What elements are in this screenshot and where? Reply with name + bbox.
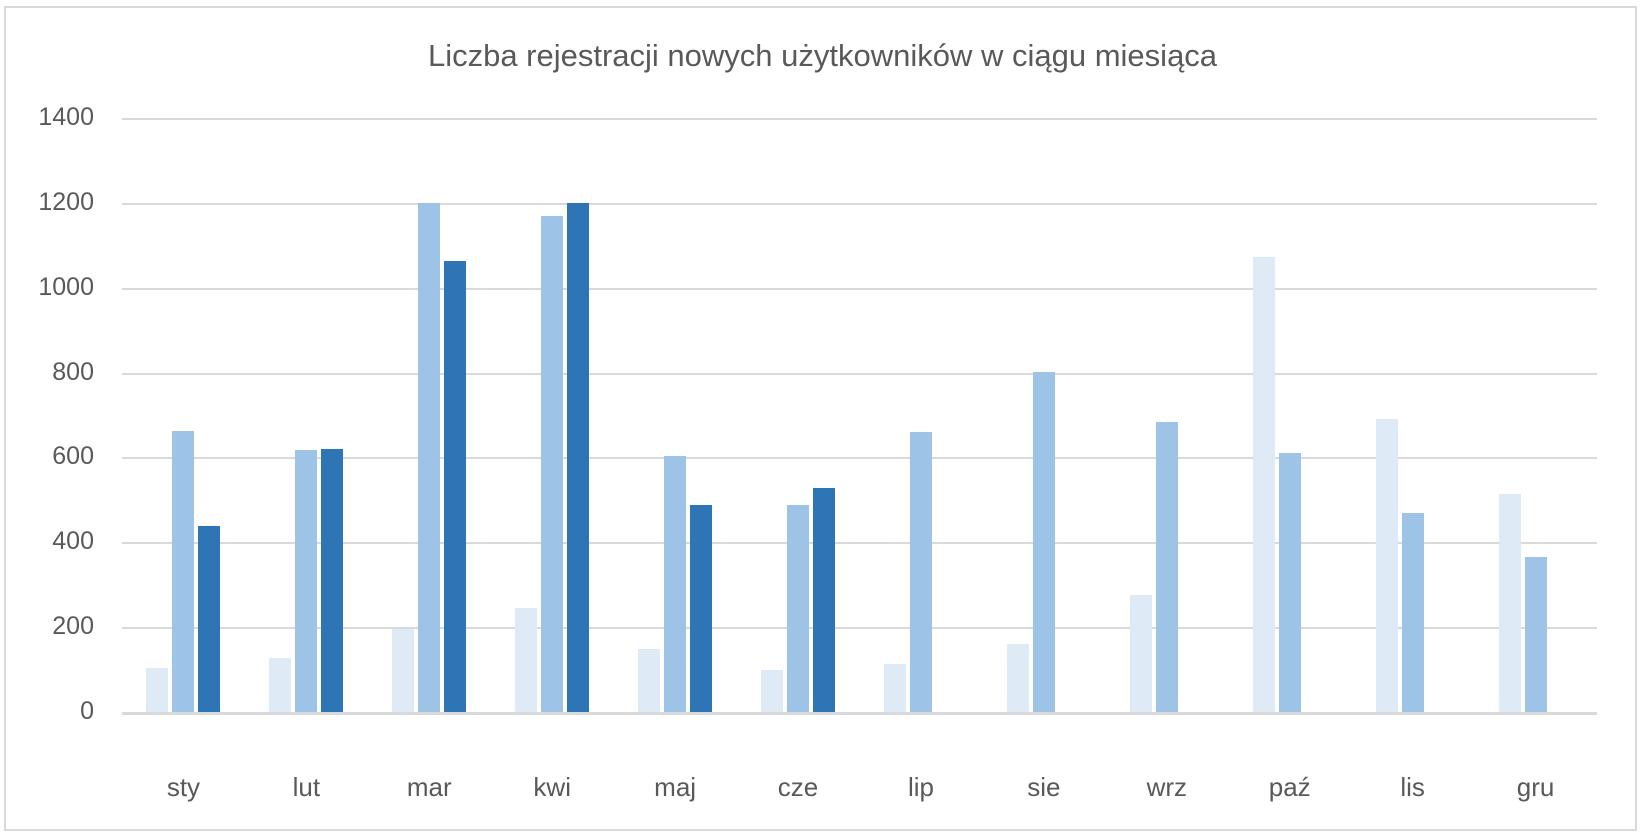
bar-wrz-series-1 xyxy=(1129,595,1152,713)
y-tick-label: 0 xyxy=(80,697,94,725)
y-tick-label: 1200 xyxy=(38,187,94,216)
bar-cze-series-3 xyxy=(813,488,836,713)
y-tick-label: 200 xyxy=(52,612,94,641)
x-tick-label: maj xyxy=(654,772,697,802)
gridline xyxy=(122,118,1597,120)
bar-gru-series-1 xyxy=(1498,494,1521,713)
chart-title: Liczba rejestracji nowych użytkowników w… xyxy=(427,38,1218,73)
x-tick-label: kwi xyxy=(533,772,571,802)
x-tick-label: gru xyxy=(1516,772,1555,802)
bar-maj-series-3 xyxy=(690,505,713,713)
bar-kwi-series-1 xyxy=(515,607,538,713)
bar-sie-series-2 xyxy=(1032,372,1055,713)
gridline xyxy=(122,457,1597,460)
bar-lis-series-2 xyxy=(1401,512,1424,713)
bar-sie-series-1 xyxy=(1006,643,1029,713)
gridline xyxy=(122,287,1597,290)
bar-lip-series-1 xyxy=(883,664,906,713)
bar-mar-series-1 xyxy=(392,629,415,713)
bar-lis-series-1 xyxy=(1375,418,1398,713)
bar-maj-series-1 xyxy=(638,648,661,713)
bar-cze-series-2 xyxy=(787,505,810,713)
bar-mar-series-3 xyxy=(444,261,467,713)
x-tick-label: wrz xyxy=(1146,772,1187,802)
y-tick-label: 1400 xyxy=(38,103,94,131)
y-tick-label: 1000 xyxy=(38,272,94,301)
x-tick-label: lut xyxy=(292,772,321,802)
bar-cze-series-1 xyxy=(761,669,784,713)
gridline xyxy=(122,202,1597,205)
gridline xyxy=(122,372,1597,375)
bar-kwi-series-3 xyxy=(567,203,590,713)
gridline xyxy=(122,627,1597,630)
bar-gru-series-2 xyxy=(1524,557,1547,713)
x-axis-line xyxy=(122,712,1597,715)
x-tick-label: cze xyxy=(777,772,819,802)
bar-paź-series-1 xyxy=(1252,256,1275,713)
bar-mar-series-2 xyxy=(418,202,441,713)
bar-wrz-series-2 xyxy=(1155,421,1178,713)
bar-sty-series-2 xyxy=(172,430,195,713)
bar-kwi-series-2 xyxy=(541,215,564,713)
bar-sty-series-1 xyxy=(146,668,169,713)
bar-paź-series-2 xyxy=(1278,453,1301,713)
bar-lut-series-1 xyxy=(269,657,292,713)
bar-lut-series-2 xyxy=(295,449,318,713)
gridline xyxy=(122,542,1597,545)
x-tick-label: paź xyxy=(1268,772,1311,802)
bar-sty-series-3 xyxy=(198,526,221,713)
bar-lip-series-2 xyxy=(909,432,932,713)
bar-maj-series-2 xyxy=(664,456,687,713)
bar-lut-series-3 xyxy=(321,448,344,713)
y-tick-label: 600 xyxy=(52,442,94,471)
x-tick-label: lip xyxy=(907,772,934,802)
x-tick-label: mar xyxy=(406,772,452,802)
x-tick-label: sie xyxy=(1027,772,1061,802)
y-tick-label: 400 xyxy=(52,527,94,556)
x-tick-label: sty xyxy=(166,772,201,802)
x-tick-label: lis xyxy=(1400,772,1425,802)
y-tick-label: 800 xyxy=(52,357,94,386)
